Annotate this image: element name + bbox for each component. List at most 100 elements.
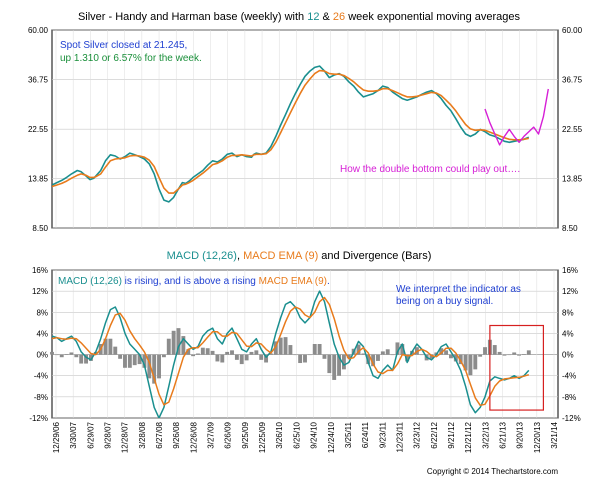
divergence-bar (220, 354, 225, 363)
divergence-bar (502, 354, 507, 356)
divergence-bar (234, 354, 239, 360)
x-tick-label: 9/24/10 (310, 421, 319, 448)
divergence-bar (127, 354, 132, 368)
divergence-bar (463, 354, 468, 371)
divergence-bar (79, 354, 84, 364)
divergence-bar (181, 336, 186, 355)
macd-y-tick-right: 16% (562, 266, 578, 275)
divergence-bar (225, 351, 230, 355)
divergence-bar (118, 354, 123, 359)
divergence-bar (517, 354, 522, 356)
buy-signal-annotation-line1: We interpret the indicator as (396, 284, 521, 295)
x-tick-label: 12/29/06 (52, 421, 61, 453)
x-tick-label: 9/20/13 (516, 421, 525, 448)
divergence-bar (341, 354, 346, 370)
divergence-bar (390, 354, 395, 356)
x-tick-label: 6/24/11 (361, 421, 370, 448)
divergence-bar (230, 350, 234, 355)
divergence-bar (186, 349, 191, 355)
price-panel-title-part: 12 (307, 11, 319, 23)
x-tick-label: 9/21/12 (447, 421, 456, 448)
divergence-bar (59, 354, 64, 358)
divergence-bar (254, 350, 259, 355)
x-tick-label: 3/30/07 (69, 421, 78, 448)
x-tick-label: 12/25/09 (258, 421, 267, 453)
divergence-bar (264, 354, 269, 363)
divergence-bar (142, 354, 147, 368)
spot-close-annotation: Spot Silver closed at 21.245, (60, 40, 187, 51)
divergence-bar (400, 344, 405, 355)
macd-y-tick-left: -8% (34, 393, 48, 402)
divergence-bar (191, 354, 196, 357)
x-tick-label: 9/25/09 (241, 421, 250, 448)
divergence-bar (166, 338, 171, 355)
divergence-bar (366, 354, 371, 365)
divergence-bar (303, 354, 307, 363)
macd-rising-annotation-part: is rising, and is above a rising (122, 276, 259, 287)
price-y-tick-right: 36.75 (562, 76, 583, 85)
macd-panel-title-part: MACD EMA (9) (243, 250, 318, 262)
divergence-bar (288, 345, 293, 355)
macd-y-tick-right: 8% (562, 308, 574, 317)
divergence-bar (346, 354, 351, 359)
divergence-bar (205, 348, 210, 355)
divergence-bar (521, 354, 526, 355)
double-bottom-projection-line (484, 88, 549, 146)
divergence-bar (244, 354, 249, 361)
divergence-bar (137, 354, 142, 365)
divergence-bar (453, 354, 458, 362)
macd-rising-annotation-part: MACD EMA (9) (259, 276, 327, 287)
divergence-bar (512, 352, 517, 355)
price-y-tick-right: 60.00 (562, 26, 583, 35)
macd-panel-title-part: MACD (12,26) (167, 250, 237, 262)
x-tick-label: 6/25/10 (292, 421, 301, 448)
divergence-bar (356, 344, 361, 355)
divergence-bar (268, 353, 273, 355)
price-panel-title: Silver - Handy and Harman base (weekly) … (78, 11, 521, 23)
divergence-bar (322, 354, 327, 359)
divergence-bar (439, 348, 444, 355)
x-tick-label: 12/28/07 (121, 421, 130, 453)
macd-panel-title-part: , (237, 250, 243, 262)
macd-y-tick-right: -8% (562, 393, 576, 402)
macd-line (52, 290, 530, 418)
double-bottom-annotation: How the double bottom could play out…. (340, 164, 520, 175)
macd-y-tick-left: 12% (32, 287, 48, 296)
divergence-bar (103, 338, 108, 355)
divergence-bar (419, 354, 424, 356)
divergence-bar (54, 354, 59, 356)
divergence-bar (147, 354, 152, 379)
divergence-bar (157, 354, 161, 379)
divergence-bar (88, 354, 93, 361)
price-y-tick-left: 13.85 (28, 175, 49, 184)
x-tick-label: 6/27/08 (155, 421, 164, 448)
highlight-box (489, 324, 545, 411)
ema-12-line (52, 65, 530, 203)
divergence-bar (278, 337, 283, 355)
x-tick-label: 6/29/07 (86, 421, 95, 448)
divergence-bar (259, 354, 264, 360)
macd-y-tick-left: -12% (29, 414, 48, 423)
divergence-bar (483, 347, 487, 355)
divergence-bar (376, 354, 380, 361)
divergence-bar (526, 350, 531, 355)
macd-y-tick-right: 12% (562, 287, 578, 296)
macd-y-tick-left: 16% (32, 266, 48, 275)
divergence-bar (132, 354, 137, 366)
x-tick-label: 12/21/12 (464, 421, 473, 453)
divergence-bar (385, 349, 390, 355)
x-tick-label: 3/21/14 (550, 421, 559, 448)
divergence-bar (215, 354, 220, 362)
divergence-bar (108, 338, 113, 355)
x-tick-label: 3/25/11 (344, 421, 353, 448)
divergence-bar (239, 354, 244, 365)
divergence-bar (371, 354, 376, 367)
price-y-tick-left: 8.50 (32, 224, 48, 233)
divergence-bar (478, 354, 483, 357)
divergence-bar (293, 354, 298, 356)
macd-rising-annotation: MACD (12,26) is rising, and is above a r… (58, 276, 330, 287)
divergence-bar (50, 351, 54, 355)
macd-ema-line (52, 296, 530, 407)
macd-y-tick-right: 0% (562, 351, 574, 360)
